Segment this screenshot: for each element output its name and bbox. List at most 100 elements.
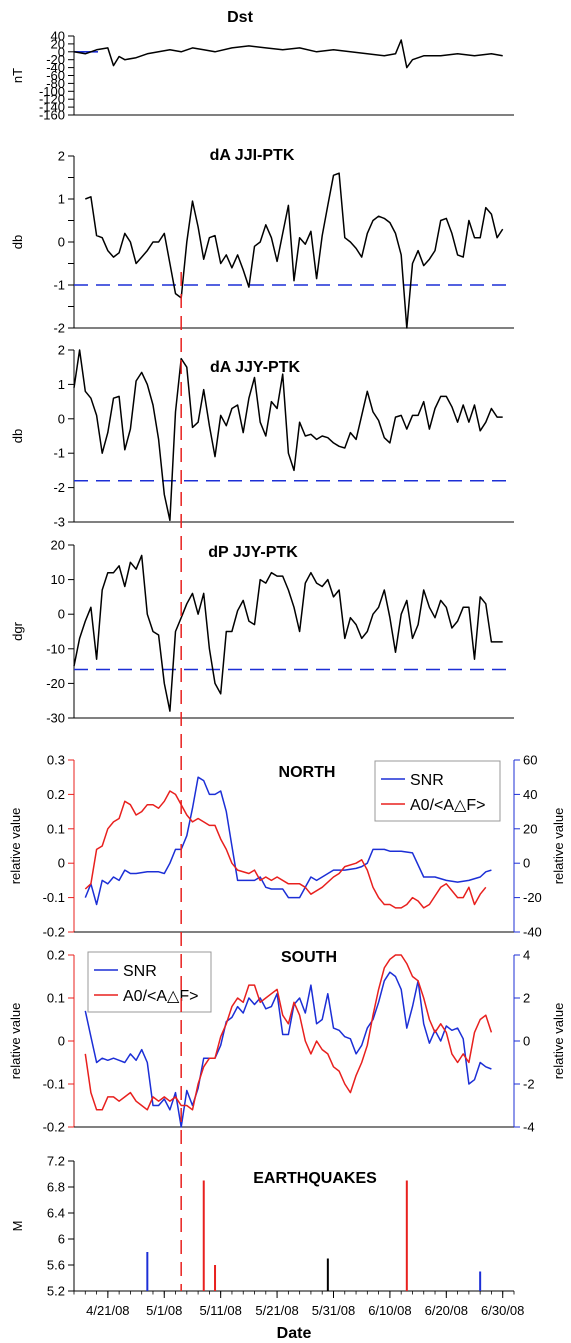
- y-tick-label: -2: [53, 321, 65, 336]
- y-tick-label: -100: [39, 84, 65, 99]
- y-tick-label-right: -40: [523, 925, 542, 940]
- panel-title: dA JJY-PTK: [210, 359, 301, 376]
- y-tick-label: 40: [51, 29, 65, 44]
- y-tick-label: -40: [46, 60, 65, 75]
- y-tick-label: 0: [58, 44, 65, 59]
- series-line-dp-jjy: [73, 554, 503, 712]
- series-line-dst: [73, 39, 503, 69]
- panel-title: EARTHQUAKES: [253, 1170, 377, 1187]
- legend-label: SNR: [410, 772, 444, 789]
- series-line-da-jjy: [73, 349, 503, 522]
- y-axis-label: db: [10, 235, 25, 249]
- y-tick-label: 20: [51, 36, 65, 51]
- y-tick-label-right: -4: [523, 1120, 535, 1135]
- y-axis-label-right: relative value: [551, 1003, 566, 1080]
- panel-title: dA JJI-PTK: [210, 147, 295, 164]
- series-line-snr: [84, 776, 492, 906]
- y-tick-label: -80: [46, 76, 65, 91]
- y-axis-label: db: [10, 429, 25, 443]
- y-tick-label: 0: [58, 235, 65, 250]
- y-tick-label: -0.2: [43, 1120, 65, 1135]
- series-line-a0-ratio: [84, 790, 487, 909]
- y-tick-label: -120: [39, 92, 65, 107]
- series-line-snr: [84, 971, 492, 1128]
- y-tick-label: 5.6: [47, 1258, 65, 1273]
- x-tick-label: 5/1/08: [146, 1303, 182, 1318]
- legend-box: [87, 951, 212, 1013]
- x-tick-label: 5/31/08: [312, 1303, 355, 1318]
- y-tick-label-right: 20: [523, 821, 537, 836]
- legend-label: A0/<A△F>: [410, 797, 485, 814]
- y-tick-label: 0: [58, 1034, 65, 1049]
- legend-label: SNR: [123, 963, 157, 980]
- y-tick-label: 0.1: [47, 821, 65, 836]
- y-tick-label: -0.2: [43, 925, 65, 940]
- y-axis-label: relative value: [8, 808, 23, 885]
- y-tick-label: 20: [51, 538, 65, 553]
- panel-da-jji: -2 -1 0 1 2 db dA JJI-PTK: [10, 147, 514, 336]
- y-tick-label: 5.2: [47, 1284, 65, 1299]
- y-tick-label: -30: [46, 711, 65, 726]
- y-axis-label-right: relative value: [551, 808, 566, 885]
- y-tick-label: 7.2: [47, 1154, 65, 1169]
- y-tick-label: -160: [39, 108, 65, 123]
- y-tick-label: -0.1: [43, 1077, 65, 1092]
- y-tick-label: 6: [58, 1232, 65, 1247]
- y-tick-label: 6.4: [47, 1206, 65, 1221]
- y-tick-label: 0.2: [47, 948, 65, 963]
- legend-box: [374, 760, 501, 822]
- series-line-a0-ratio: [84, 954, 493, 1111]
- x-tick-label: 4/21/08: [86, 1303, 129, 1318]
- y-tick-label: 0.1: [47, 991, 65, 1006]
- y-tick-label: -140: [39, 100, 65, 115]
- y-tick-label-right: -20: [523, 890, 542, 905]
- y-tick-label-right: 2: [523, 991, 530, 1006]
- y-tick-label-right: 0: [523, 856, 530, 871]
- legend-label: A0/<A△F>: [123, 988, 198, 1005]
- y-tick-label: -20: [46, 52, 65, 67]
- y-tick-label: -60: [46, 68, 65, 83]
- panel-title: dP JJY-PTK: [208, 544, 298, 561]
- y-tick-label: -1: [53, 278, 65, 293]
- panel-title: NORTH: [279, 764, 336, 781]
- panel-north: -0.2 -0.1 0 0.1 0.2 0.3 -40 -20 0 20 40 60 relative …: [8, 753, 566, 940]
- y-tick-label-right: -2: [523, 1077, 535, 1092]
- y-axis-label: nT: [10, 68, 25, 83]
- y-tick-label: 2: [58, 149, 65, 164]
- x-tick-label: 5/11/08: [199, 1303, 241, 1318]
- panel-da-jjy: -3 -2 -1 0 1 2 db dA JJY-PTK: [10, 343, 514, 530]
- panel-south: -0.2 -0.1 0 0.1 0.2 -4 -2 0 2 4 relative value rela…: [8, 948, 566, 1135]
- panel-title: Dst: [227, 9, 253, 26]
- y-tick-label-right: 0: [523, 1034, 530, 1049]
- y-tick-label: -1: [53, 446, 65, 461]
- series-line-da-jji: [85, 172, 504, 329]
- y-tick-label: 10: [51, 572, 65, 587]
- y-tick-label: -0.1: [43, 890, 65, 905]
- panel-earthquakes: 5.2 5.6 6 6.4 6.8 7.2 M EARTHQUAKES: [10, 1154, 514, 1299]
- y-axis-label: relative value: [8, 1003, 23, 1080]
- y-tick-label: -2: [53, 480, 65, 495]
- x-tick-label: 6/10/08: [368, 1303, 411, 1318]
- y-tick-label: 0.3: [47, 753, 65, 768]
- y-tick-label-right: 60: [523, 753, 537, 768]
- y-tick-label-right: 40: [523, 787, 537, 802]
- y-tick-label: -10: [46, 641, 65, 656]
- y-tick-label: 0.2: [47, 787, 65, 802]
- y-tick-label: 0: [58, 607, 65, 622]
- y-axis-label: M: [10, 1221, 25, 1232]
- y-axis-label: dgr: [10, 621, 25, 640]
- y-tick-label: 0: [58, 856, 65, 871]
- y-tick-label: -20: [46, 676, 65, 691]
- panel-title: SOUTH: [281, 949, 337, 966]
- y-tick-label: 6.8: [47, 1180, 65, 1195]
- y-tick-label: 1: [58, 192, 65, 207]
- panel-dp-jjy: -30 -20 -10 0 10 20 dgr dP JJY-PTK: [10, 538, 514, 726]
- y-tick-label: -3: [53, 515, 65, 530]
- y-tick-label: 0: [58, 411, 65, 426]
- y-tick-label: 2: [58, 343, 65, 358]
- x-tick-label: 6/20/08: [425, 1303, 468, 1318]
- x-tick-label: 6/30/08: [481, 1303, 524, 1318]
- x-tick-label: 5/21/08: [255, 1303, 298, 1318]
